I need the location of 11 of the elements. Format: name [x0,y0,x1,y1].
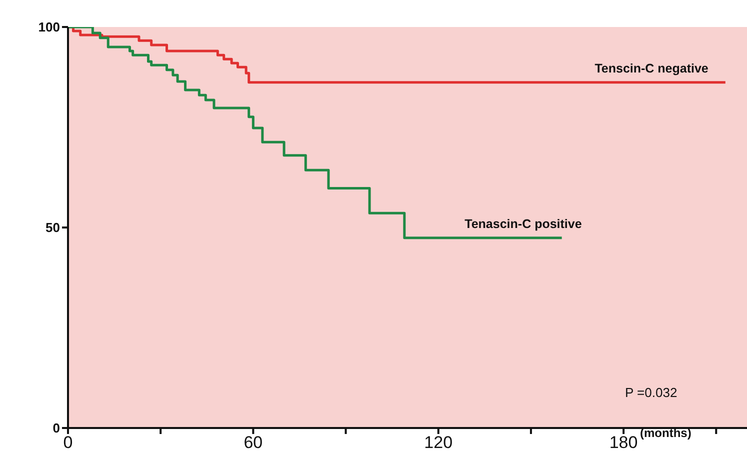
series-label: Tenascin-C positive [464,216,582,231]
x-tick-label: 120 [424,433,453,452]
x-tick-label: 60 [244,433,263,452]
series-label: Tenscin-C negative [594,61,708,76]
y-tick-label: 50 [46,220,60,236]
annotation: P =0.032 [625,385,678,400]
y-tick-label: 100 [38,20,60,35]
x-tick-label: 0 [63,433,73,452]
x-tick-label: 180 [609,433,638,452]
y-tick-label: 0 [52,420,60,436]
x-axis-title: (months) [640,426,692,440]
